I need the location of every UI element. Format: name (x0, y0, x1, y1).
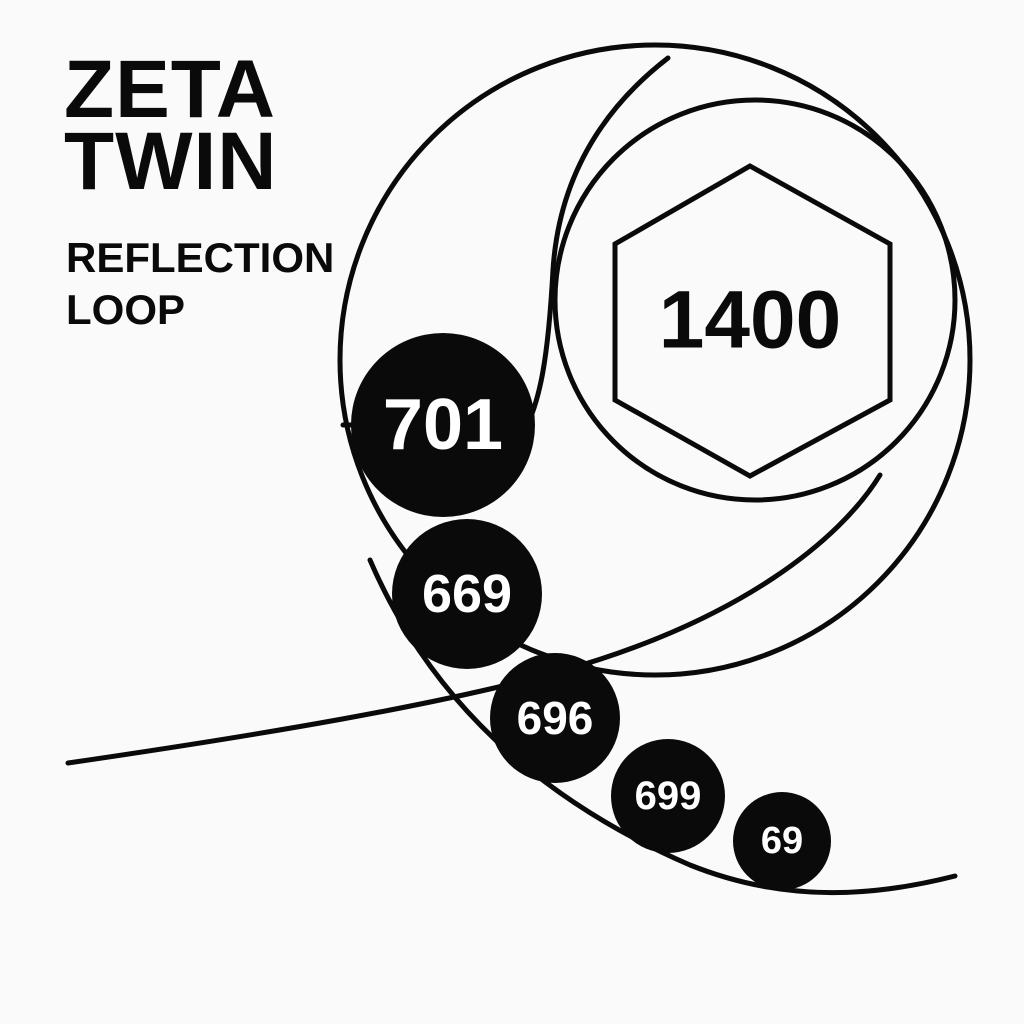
node-disc (733, 792, 831, 890)
title-line-2: TWIN (64, 116, 278, 207)
title-line-1: ZETA (64, 44, 277, 135)
node-696: 696 (490, 653, 620, 783)
node-disc (611, 739, 725, 853)
subtitle-line-1: REFLECTION (66, 234, 335, 281)
node-label: 669 (422, 564, 512, 624)
node-69: 69 (733, 792, 831, 890)
node-699: 699 (611, 739, 725, 853)
subtitle-line-2: LOOP (66, 286, 186, 333)
node-disc (392, 519, 542, 669)
diagram-subtitle: REFLECTION LOOP (66, 232, 334, 336)
node-label: 701 (383, 385, 503, 465)
diagram-title: ZETA TWIN (64, 44, 278, 207)
node-669: 669 (392, 519, 542, 669)
node-disc (351, 333, 535, 517)
inner-circle (552, 97, 958, 503)
reflection-curve (522, 55, 671, 433)
node-disc (490, 653, 620, 783)
outer-loop-circle (337, 42, 973, 678)
node-701: 701 (351, 333, 535, 517)
core-value: 1400 (659, 275, 841, 366)
core-hexagon (612, 163, 893, 479)
node-label: 696 (517, 692, 594, 744)
node-label: 69 (761, 820, 803, 862)
node-label: 699 (635, 774, 702, 818)
